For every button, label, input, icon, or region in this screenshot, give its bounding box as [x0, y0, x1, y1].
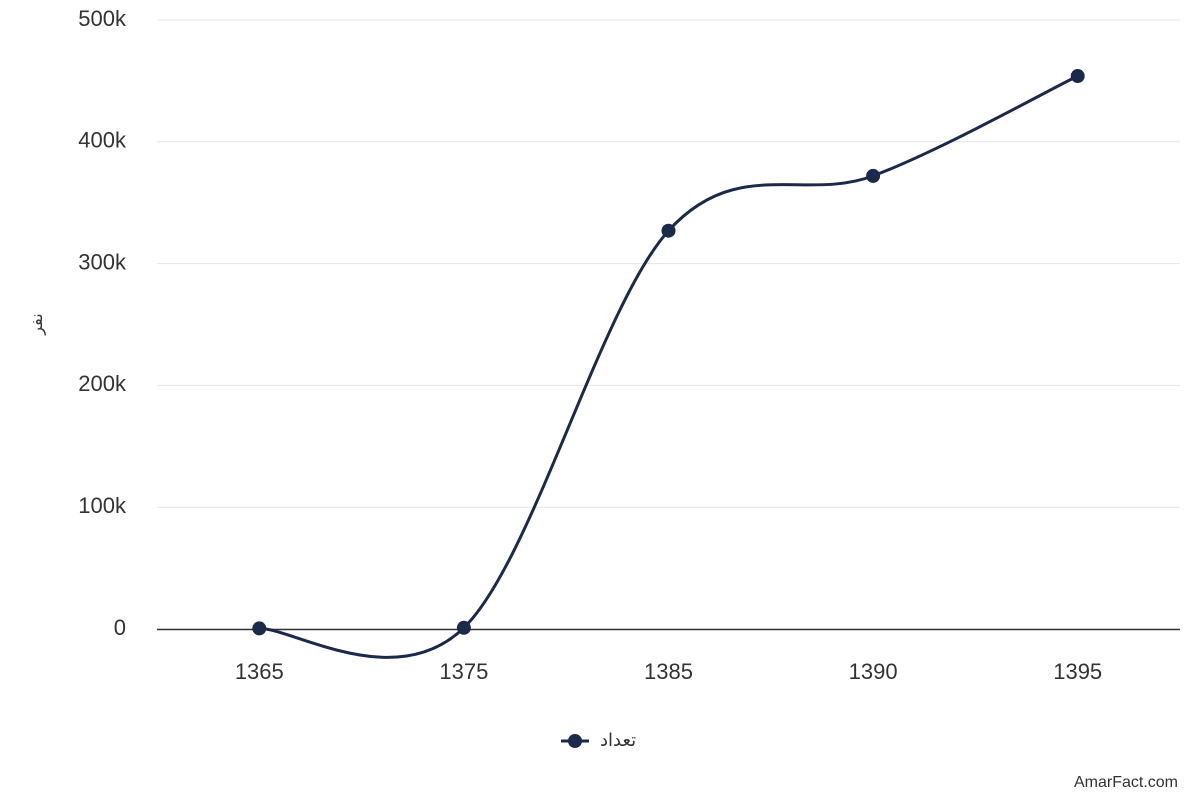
y-tick-label: 0 [114, 615, 126, 640]
y-tick-label: 300k [78, 249, 127, 274]
y-tick-label: 500k [78, 6, 127, 31]
x-tick-label: 1395 [1053, 659, 1102, 684]
series-line [259, 74, 1079, 659]
x-tick-label: 1375 [439, 659, 488, 684]
y-axis-title: نفر [29, 313, 47, 335]
data-point [1070, 69, 1085, 84]
legend-label: تعداد [600, 730, 636, 750]
x-tick-label: 1385 [644, 659, 693, 684]
x-tick-label: 1365 [235, 659, 284, 684]
legend-marker [568, 734, 582, 748]
credits: AmarFact.com [1074, 774, 1178, 791]
y-tick-label: 100k [78, 493, 127, 518]
x-tick-label: 1390 [849, 659, 898, 684]
data-point [252, 621, 267, 636]
y-tick-label: 200k [78, 371, 127, 396]
data-point [661, 223, 676, 238]
data-point [456, 620, 471, 635]
data-point [866, 168, 881, 183]
y-tick-label: 400k [78, 128, 127, 153]
